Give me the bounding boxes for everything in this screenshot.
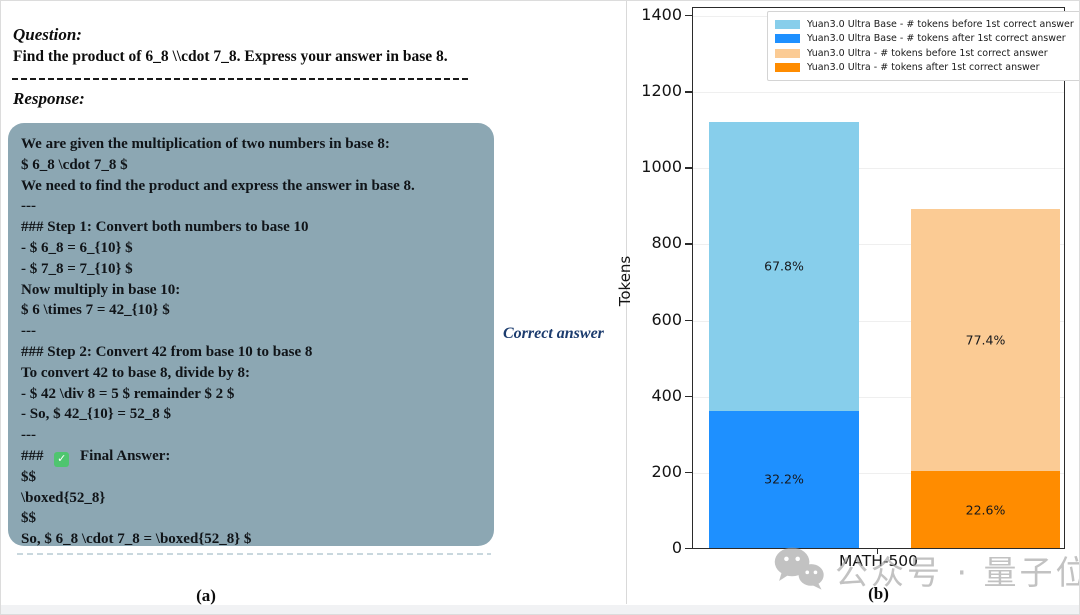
percent-label: 32.2% bbox=[764, 471, 804, 487]
legend-swatch bbox=[775, 48, 800, 58]
response-divider bbox=[17, 553, 491, 555]
response-line: --- bbox=[21, 427, 36, 444]
response-line: ### ✓ Final Answer: bbox=[21, 447, 171, 467]
response-line: We need to find the product and express … bbox=[21, 177, 415, 194]
y-tick-label: 1400 bbox=[641, 5, 682, 24]
bar-segment: 77.4% bbox=[911, 209, 1060, 472]
y-tick-label: 1000 bbox=[641, 157, 682, 177]
gridline bbox=[693, 320, 1064, 322]
y-tick-mark bbox=[685, 548, 692, 550]
y-tick-label: 1200 bbox=[641, 81, 682, 101]
gridline bbox=[693, 396, 1064, 398]
y-tick-mark bbox=[685, 167, 692, 169]
response-line: ### Step 1: Convert both numbers to base… bbox=[21, 219, 309, 236]
gridline bbox=[693, 92, 1064, 94]
response-line: - So, $ 42_{10} = 52_8 $ bbox=[21, 406, 171, 423]
y-tick-label: 200 bbox=[651, 461, 682, 481]
legend-label: Yuan3.0 Ultra Base - # tokens before 1st… bbox=[807, 18, 1074, 30]
response-line: - $ 42 \div 8 = 5 $ remainder $ 2 $ bbox=[21, 385, 235, 402]
panel-b: 32.2% 67.8% 22.6% 77.4% 0 200 400 600 800 1000 12… bbox=[616, 1, 1079, 604]
legend-swatch bbox=[775, 34, 800, 44]
bar-segment: 22.6% bbox=[911, 471, 1060, 548]
response-line: $ 6_8 \cdot 7_8 $ bbox=[21, 156, 128, 173]
response-label: Response: bbox=[13, 89, 85, 108]
y-tick-mark bbox=[685, 91, 692, 93]
x-tick-mark bbox=[877, 549, 879, 554]
response-line: $$ bbox=[21, 468, 36, 485]
response-line: - $ 6_8 = 6_{10} $ bbox=[21, 239, 133, 256]
chart-plot-area: 32.2% 67.8% 22.6% 77.4% bbox=[692, 7, 1065, 549]
panel-a: Question: Find the product of 6_8 \\cdot… bbox=[1, 1, 626, 614]
percent-label: 77.4% bbox=[965, 332, 1006, 348]
gridline bbox=[693, 168, 1064, 170]
response-line: $ 6 \times 7 = 42_{10} $ bbox=[21, 302, 170, 319]
y-tick-label: 0 bbox=[671, 538, 682, 557]
response-line: - $ 7_8 = 7_{10} $ bbox=[21, 260, 133, 277]
y-axis-title: Tokens bbox=[616, 255, 634, 307]
response-line: ### Step 2: Convert 42 from base 10 to b… bbox=[21, 343, 313, 360]
response-box: We are given the multiplication of two n… bbox=[8, 123, 494, 547]
response-line: --- bbox=[21, 323, 36, 340]
y-tick-mark bbox=[685, 471, 692, 474]
x-tick-label: MATH-500 bbox=[838, 552, 919, 570]
y-tick-mark bbox=[685, 395, 692, 398]
legend-swatch bbox=[775, 19, 800, 29]
gridline bbox=[693, 244, 1064, 246]
legend-label: Yuan3.0 Ultra - # tokens after 1st corre… bbox=[807, 62, 1040, 74]
response-line: \boxed{52_8} bbox=[21, 489, 106, 506]
legend-row: Yuan3.0 Ultra Base - # tokens before 1st… bbox=[775, 17, 1075, 32]
chart-legend: Yuan3.0 Ultra Base - # tokens before 1st… bbox=[767, 11, 1079, 81]
legend-row: Yuan3.0 Ultra - # tokens after 1st corre… bbox=[775, 61, 1075, 76]
percent-label: 22.6% bbox=[965, 502, 1006, 518]
y-tick-label: 400 bbox=[651, 385, 682, 405]
check-mark-icon: ✓ bbox=[54, 451, 70, 467]
legend-label: Yuan3.0 Ultra Base - # tokens after 1st … bbox=[807, 33, 1066, 45]
y-tick-mark bbox=[685, 319, 692, 321]
caption-a: (a) bbox=[196, 586, 216, 605]
question-label: Question: bbox=[13, 25, 82, 44]
response-line: --- bbox=[21, 198, 36, 215]
stacked-bar-yuan3-0-ultra-base: 32.2% 67.8% bbox=[709, 121, 859, 548]
response-line: So, $ 6_8 \cdot 7_8 = \boxed{52_8} $ bbox=[21, 531, 252, 548]
legend-row: Yuan3.0 Ultra - # tokens before 1st corr… bbox=[775, 46, 1075, 61]
question-divider bbox=[12, 78, 468, 80]
legend-swatch bbox=[775, 63, 800, 73]
response-line: $$ bbox=[21, 510, 36, 527]
response-line: We are given the multiplication of two n… bbox=[21, 136, 390, 152]
response-line: To convert 42 to base 8, divide by 8: bbox=[21, 364, 251, 381]
response-line: Now multiply in base 10: bbox=[21, 281, 181, 298]
correct-answer-annotation: Correct answer bbox=[503, 325, 604, 342]
gridline bbox=[693, 472, 1064, 474]
stacked-bar-yuan3-0-ultra: 22.6% 77.4% bbox=[911, 209, 1060, 548]
y-tick-label: 800 bbox=[651, 233, 682, 253]
legend-label: Yuan3.0 Ultra - # tokens before 1st corr… bbox=[807, 47, 1048, 59]
bar-segment: 67.8% bbox=[709, 121, 859, 411]
question-text: Find the product of 6_8 \\cdot 7_8. Expr… bbox=[13, 48, 448, 65]
caption-b: (b) bbox=[868, 584, 889, 603]
y-tick-mark bbox=[685, 243, 692, 245]
percent-label: 67.8% bbox=[764, 258, 804, 274]
bottom-strip bbox=[1, 605, 1079, 614]
y-tick-label: 600 bbox=[651, 309, 682, 329]
y-tick-mark bbox=[685, 15, 692, 17]
legend-row: Yuan3.0 Ultra Base - # tokens after 1st … bbox=[775, 32, 1075, 47]
bar-segment: 32.2% bbox=[709, 410, 859, 548]
